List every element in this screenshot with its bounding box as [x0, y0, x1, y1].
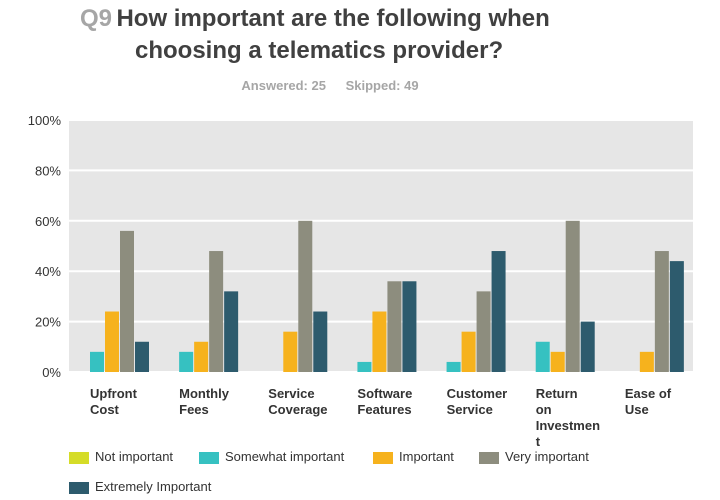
bar	[224, 291, 239, 372]
category-label: Coverage	[268, 402, 327, 417]
y-tick-label: 60%	[35, 214, 61, 229]
bar	[461, 331, 476, 372]
bar	[298, 220, 313, 372]
response-stats: Answered: 25 Skipped: 49	[0, 78, 660, 93]
category-label: Monthly	[179, 386, 230, 401]
bar	[387, 281, 402, 372]
y-tick-label: 100%	[28, 113, 62, 128]
bar	[669, 261, 684, 372]
category-label: t	[536, 434, 541, 449]
bar	[580, 321, 595, 372]
bar	[194, 341, 209, 372]
bar	[135, 341, 149, 372]
category-label: Service	[268, 386, 314, 401]
legend-swatch	[69, 482, 89, 494]
bar	[491, 251, 506, 372]
category-label: Fees	[179, 402, 209, 417]
legend-label: Important	[399, 449, 454, 464]
category-label: Software	[357, 386, 412, 401]
bar	[105, 311, 119, 372]
category-label: Investmen	[536, 418, 600, 433]
bar	[535, 341, 550, 372]
category-label: Service	[447, 402, 493, 417]
bar	[120, 230, 134, 372]
category-label: Return	[536, 386, 578, 401]
category-label: Ease of	[625, 386, 672, 401]
legend-swatch	[373, 452, 393, 464]
bar	[179, 351, 194, 372]
bar	[550, 351, 565, 372]
bar	[283, 331, 298, 372]
legend-label: Very important	[505, 449, 589, 464]
y-tick-label: 20%	[35, 315, 61, 330]
category-label: on	[536, 402, 552, 417]
legend-label: Extremely Important	[95, 479, 212, 494]
question-number: Q9	[80, 5, 113, 32]
answered-count: Answered: 25	[241, 78, 326, 93]
bar	[402, 281, 417, 372]
bar	[476, 291, 491, 372]
category-label: Features	[357, 402, 411, 417]
legend-label: Not important	[95, 449, 174, 464]
category-label: Customer	[447, 386, 508, 401]
y-tick-label: 80%	[35, 163, 61, 178]
bar	[372, 311, 387, 372]
category-label: Upfront	[90, 386, 138, 401]
category-label: Use	[625, 402, 649, 417]
legend-swatch	[199, 452, 219, 464]
bar	[565, 220, 580, 372]
bar	[90, 351, 104, 372]
y-tick-label: 40%	[35, 264, 61, 279]
bar	[446, 361, 461, 372]
bar	[313, 311, 328, 372]
bar	[654, 251, 669, 372]
chart-title: Q9 How important are the following when …	[80, 4, 680, 68]
bar	[357, 361, 372, 372]
legend-swatch	[69, 452, 89, 464]
legend-label: Somewhat important	[225, 449, 345, 464]
category-label: Cost	[90, 402, 120, 417]
question-text-line-2: choosing a telematics provider?	[135, 37, 504, 64]
bar	[639, 351, 654, 372]
legend-swatch	[479, 452, 499, 464]
bar	[209, 251, 224, 372]
y-tick-label: 0%	[42, 365, 61, 380]
question-text-line-1: How important are the following when	[116, 5, 550, 32]
skipped-count: Skipped: 49	[345, 78, 419, 93]
